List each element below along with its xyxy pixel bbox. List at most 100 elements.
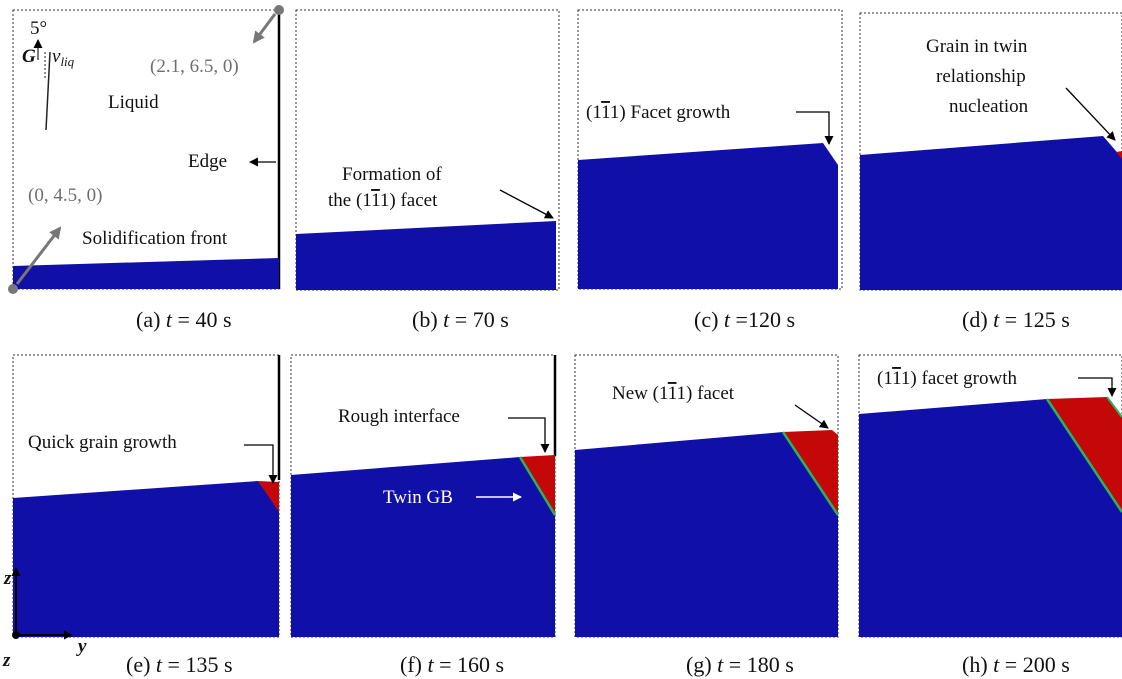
svg-text:(f) t = 160 s: (f) t = 160 s <box>400 652 504 677</box>
panel-h-annot-bar: 1 <box>892 368 901 389</box>
panel-h-twin-gb-2 <box>1106 396 1122 418</box>
panel-c-annot-arrow <box>796 111 834 145</box>
panel-h-annot-pre: (1 <box>877 368 892 389</box>
panel-a-edge-label: Edge <box>188 151 227 172</box>
svg-text:(111) Facet growth: (111) Facet growth <box>586 102 731 123</box>
panel-a-tilt-line <box>45 51 51 131</box>
panel-c-frame <box>577 9 843 290</box>
panel-b-solid-region <box>296 221 556 290</box>
panel-a-coord-top: (2.1, 6.5, 0) <box>150 56 239 77</box>
panel-g: New (111) facet (g) t = 180 s <box>574 354 840 677</box>
panel-a-g-label: G <box>22 46 36 67</box>
panel-b-annot-pre: the (1 <box>328 190 371 211</box>
panel-e-origin <box>12 631 20 639</box>
panel-h: (111) facet growth (h) t = 200 s <box>858 354 1122 677</box>
svg-text:the (111) facet: the (111) facet <box>328 190 438 211</box>
panel-c-annot-bar: 1 <box>601 102 610 123</box>
panel-e-caption-t: t <box>156 652 163 677</box>
panel-a-angle-label: 5° <box>30 18 47 39</box>
panel-b-caption-suffix: = 70 s <box>455 307 509 332</box>
panel-g-solid-region <box>575 432 838 637</box>
panel-f-caption-suffix: = 160 s <box>439 652 504 677</box>
panel-b-annot-bar: 1 <box>371 190 380 211</box>
panel-a-v-sub: liq <box>60 54 74 69</box>
panel-d: Grain in twin relationship nucleation (d… <box>859 12 1122 332</box>
panel-a-bottom-arrow <box>15 226 62 285</box>
panel-b: Formation of the (111) facet (b) t = 70 … <box>295 9 560 332</box>
panel-f-annot: Rough interface <box>338 406 460 427</box>
panel-h-caption-t: t <box>993 652 1000 677</box>
panel-d-annot-line1: Grain in twin <box>926 36 1028 57</box>
panel-f-annot-arrow <box>508 417 550 453</box>
panel-a-solid-region <box>13 258 279 289</box>
svg-text:New (111) facet: New (111) facet <box>612 383 735 404</box>
panel-g-annot-bar: 1 <box>668 383 677 404</box>
panel-g-caption-suffix: = 180 s <box>729 652 794 677</box>
panel-d-caption-prefix: (d) <box>962 307 988 332</box>
panel-a-coord-bottom: (0, 4.5, 0) <box>28 185 102 206</box>
panel-c-caption-suffix: =120 s <box>736 307 795 332</box>
panel-g-caption-prefix: (g) <box>686 652 712 677</box>
panel-b-caption-prefix: (b) <box>412 307 438 332</box>
svg-text:(111) facet growth: (111) facet growth <box>877 368 1017 389</box>
svg-text:(c) t =120 s: (c) t =120 s <box>694 307 795 332</box>
svg-text:(a) t = 40 s: (a) t = 40 s <box>136 307 232 332</box>
panel-e-solid-region <box>13 481 279 637</box>
panel-d-new-grain <box>1116 151 1122 159</box>
panel-e-axis-y-label: y <box>76 636 87 657</box>
panel-h-annot-arrow <box>1078 377 1117 397</box>
panel-b-annot-arrow <box>499 189 554 219</box>
panel-c: (111) Facet growth (c) t =120 s <box>577 9 843 332</box>
panel-a-v-label: v <box>52 46 61 67</box>
panel-d-caption-suffix: = 125 s <box>1005 307 1070 332</box>
panel-d-annot-arrow <box>1065 87 1116 141</box>
panel-a-liquid-label: Liquid <box>108 92 159 113</box>
panel-b-annot-line1: Formation of <box>342 164 442 185</box>
panel-g-annot-arrow <box>794 404 829 429</box>
panel-e: Quick grain growth z y z (e) t = 135 s <box>2 354 281 677</box>
panel-a-top-arrow <box>252 13 277 44</box>
panel-c-caption-prefix: (c) <box>694 307 718 332</box>
panel-h-twin-gb <box>1045 398 1122 513</box>
panel-c-caption-t: t <box>724 307 731 332</box>
panel-b-annot-post: 1) facet <box>380 190 438 211</box>
panel-a-bottom-marker <box>8 284 18 294</box>
panel-e-caption-suffix: = 135 s <box>168 652 233 677</box>
panel-h-caption-prefix: (h) <box>962 652 988 677</box>
panel-e-annot-arrow <box>244 444 278 484</box>
panel-e-annot: Quick grain growth <box>28 432 177 453</box>
panel-g-twin-gb <box>781 431 840 516</box>
panel-g-annot-pre: New (1 <box>612 383 668 404</box>
panel-e-caption-prefix: (e) <box>126 652 150 677</box>
panel-e-new-grain <box>258 481 279 512</box>
panel-b-frame <box>295 9 560 291</box>
panel-a-caption-suffix: = 40 s <box>178 307 232 332</box>
panel-d-annot-line3: nucleation <box>949 96 1029 117</box>
panel-b-caption-t: t <box>443 307 450 332</box>
panel-a-caption-t: t <box>166 307 173 332</box>
panel-g-annot-post: 1) facet <box>677 383 735 404</box>
svg-text:vliq: vliq <box>52 46 75 69</box>
panel-f-solid-region <box>291 457 555 637</box>
panel-f-twin-label: Twin GB <box>383 487 453 508</box>
panel-a-caption-prefix: (a) <box>136 307 160 332</box>
panel-a: 5° G vliq (2.1, 6.5, 0) (0, 4.5, 0) Liqu… <box>8 5 284 332</box>
panel-c-annot-pre: (1 <box>586 102 601 123</box>
panel-f-caption-prefix: (f) <box>400 652 422 677</box>
panel-e-axis-x-label: z <box>2 650 11 671</box>
panel-g-caption-t: t <box>717 652 724 677</box>
panel-a-top-marker <box>274 5 284 15</box>
panel-h-solid-region <box>859 399 1122 637</box>
svg-text:(d) t = 125 s: (d) t = 125 s <box>962 307 1070 332</box>
panel-d-annot-line2: relationship <box>936 66 1026 87</box>
svg-text:(b) t = 70 s: (b) t = 70 s <box>412 307 509 332</box>
panel-f: Rough interface Twin GB (f) t = 160 s <box>290 354 557 677</box>
panel-c-solid-region <box>578 143 838 289</box>
panel-d-caption-t: t <box>993 307 1000 332</box>
panel-f-caption-t: t <box>427 652 434 677</box>
svg-text:(e) t = 135 s: (e) t = 135 s <box>126 652 233 677</box>
panel-a-front-label: Solidification front <box>82 228 228 249</box>
panel-e-axis-z-label: z <box>3 568 12 589</box>
svg-text:(g) t = 180 s: (g) t = 180 s <box>686 652 794 677</box>
